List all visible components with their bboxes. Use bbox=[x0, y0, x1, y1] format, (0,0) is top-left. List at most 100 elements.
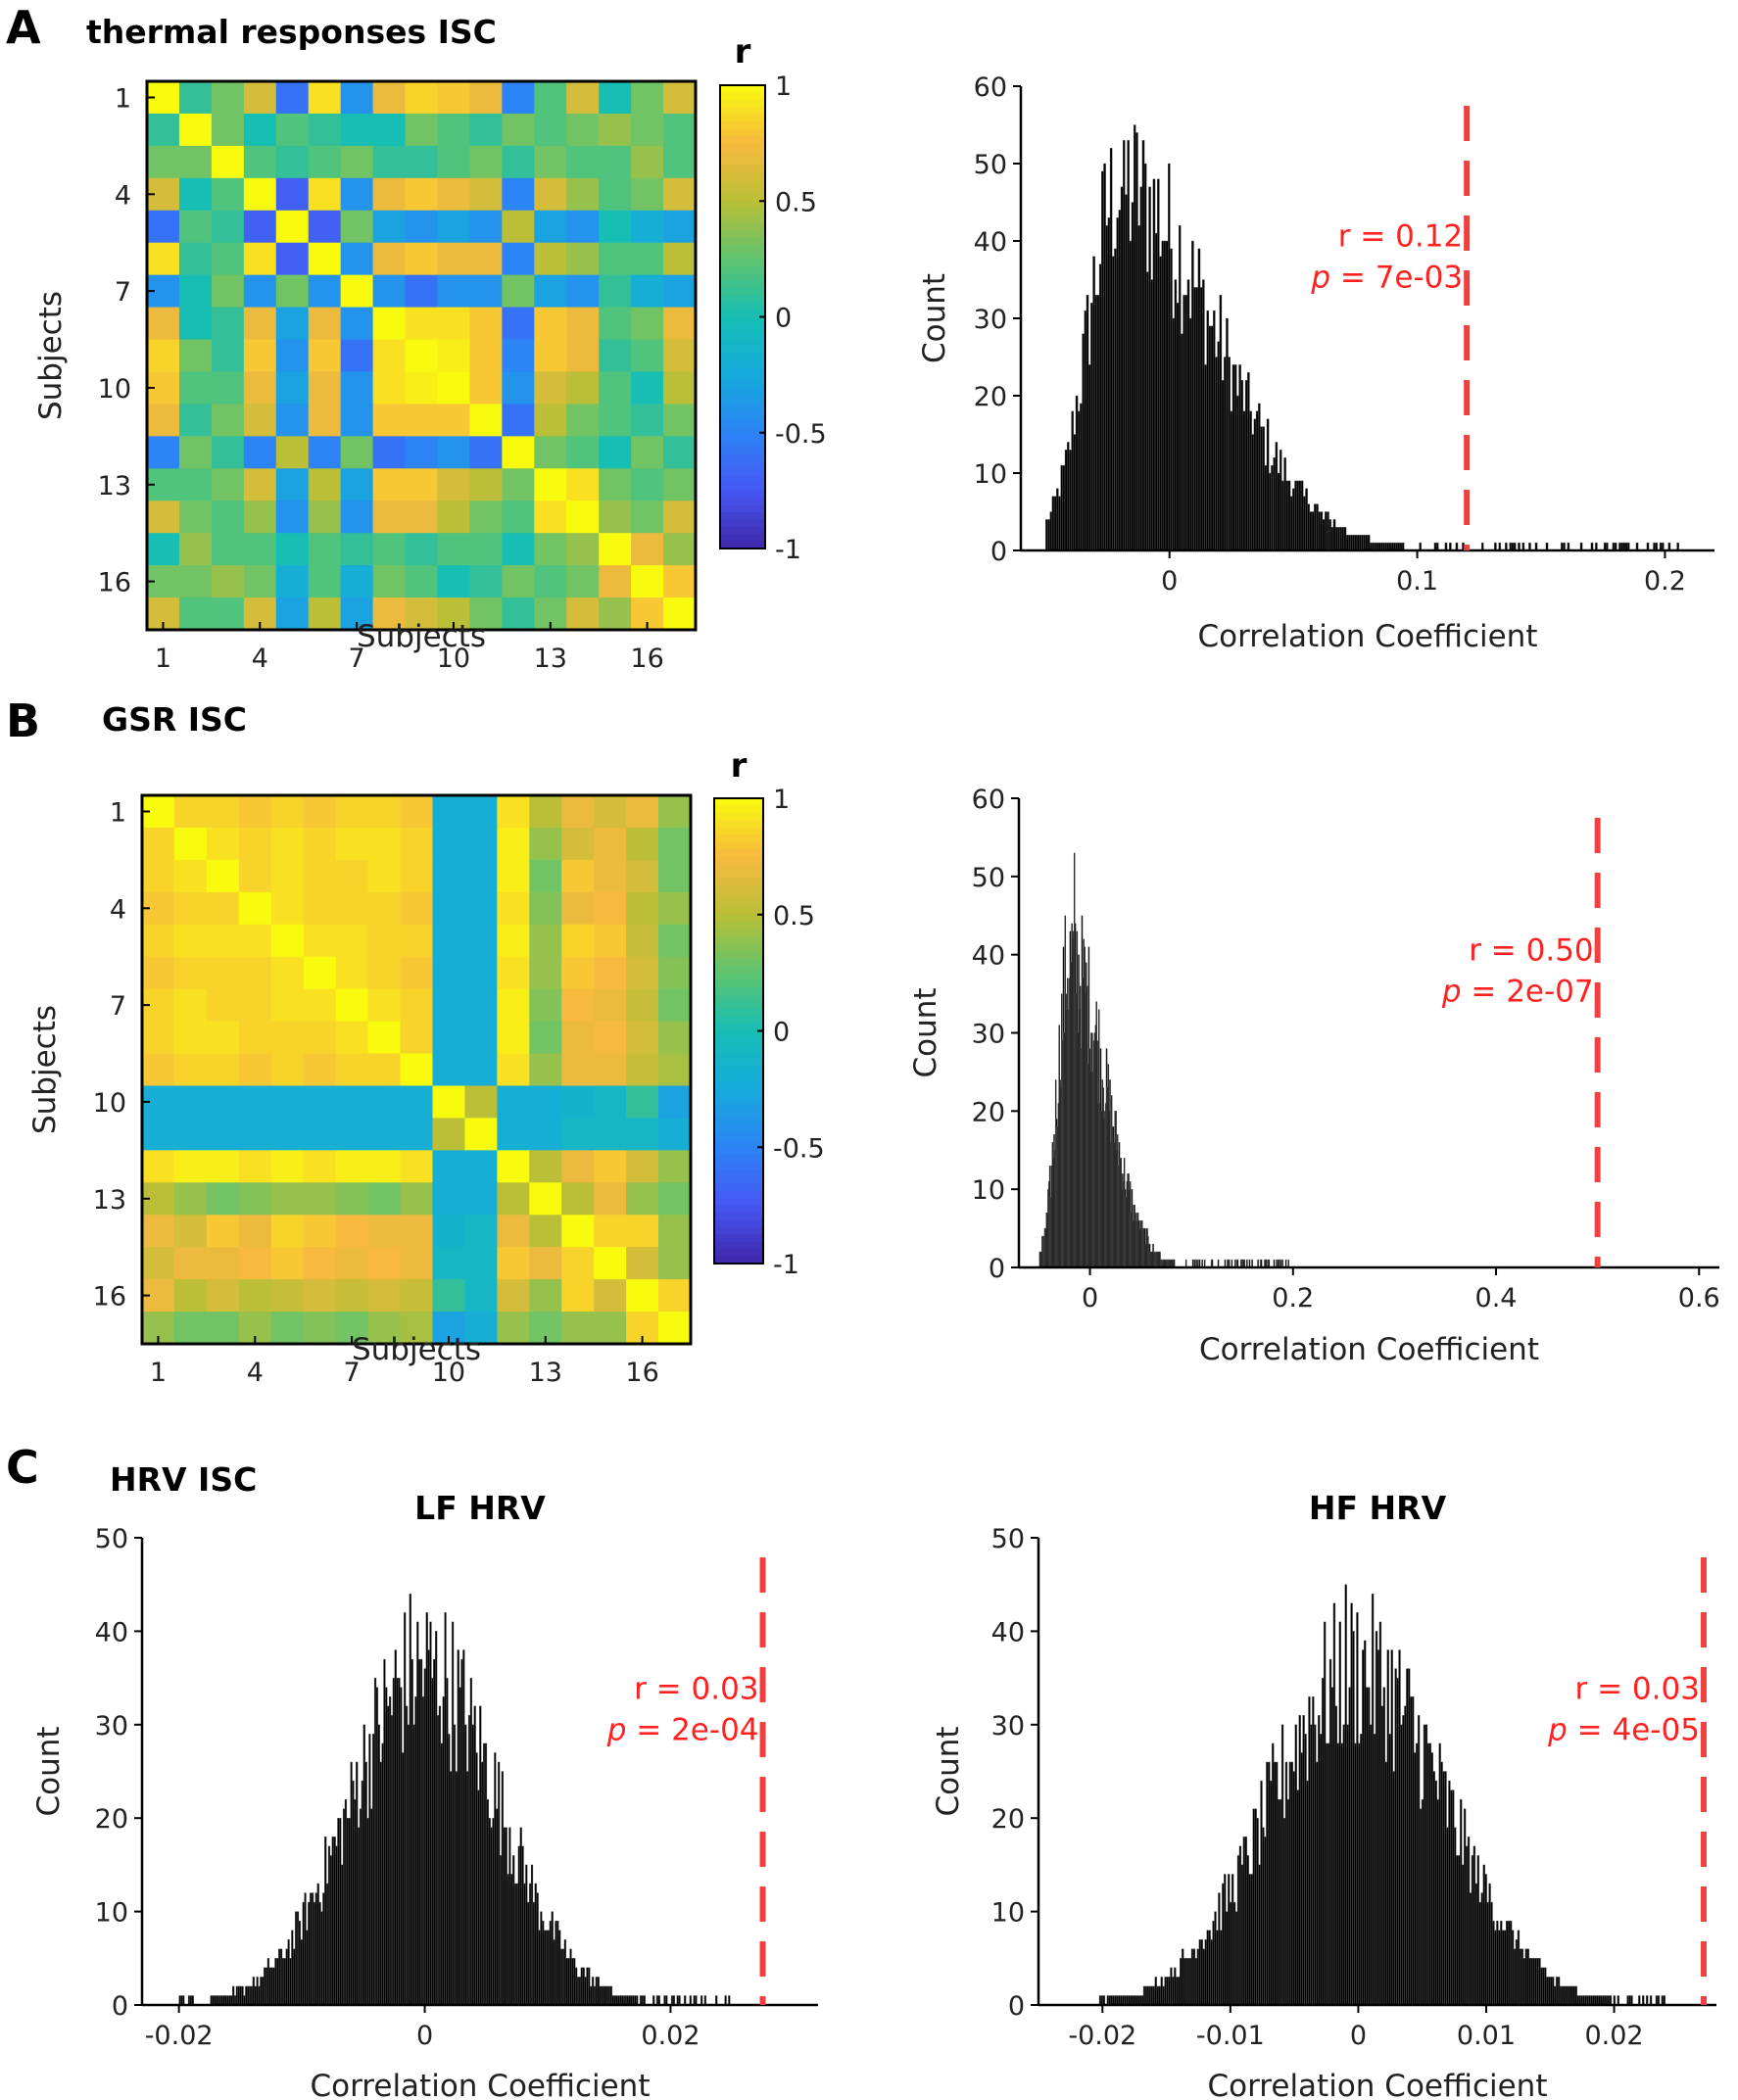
histogram-bar bbox=[639, 1995, 643, 2006]
heatmap-cell bbox=[502, 242, 535, 276]
heatmap-cell bbox=[211, 436, 245, 469]
y-tick-label: 16 bbox=[93, 1282, 126, 1312]
heatmap-cell bbox=[303, 1118, 337, 1151]
histogram-bar bbox=[1649, 1995, 1653, 2006]
histogram-bar bbox=[1096, 295, 1100, 551]
heatmap-cell bbox=[206, 1118, 240, 1151]
heatmap-cell bbox=[594, 827, 627, 861]
histogram-bar bbox=[304, 1892, 307, 2006]
histogram-bar bbox=[1277, 1798, 1280, 2006]
colorbar-step bbox=[720, 85, 765, 93]
heatmap-cell bbox=[566, 533, 600, 566]
histogram-bar bbox=[1128, 1995, 1131, 2006]
heatmap-cell bbox=[206, 956, 240, 990]
histogram-bar bbox=[178, 1995, 181, 2006]
heatmap-cell bbox=[464, 956, 498, 990]
histogram-bar bbox=[621, 1995, 624, 2006]
heatmap-cell bbox=[594, 891, 627, 926]
heatmap-cell bbox=[663, 565, 697, 598]
heatmap-cell bbox=[561, 1085, 595, 1120]
x-tick-label: 13 bbox=[529, 1358, 562, 1388]
histogram-bar bbox=[224, 1995, 227, 2006]
histogram-bar bbox=[1327, 511, 1329, 551]
colorbar-step bbox=[720, 107, 765, 116]
heatmap-cell bbox=[566, 307, 600, 341]
heatmap-cell bbox=[663, 113, 697, 147]
heatmap-cell bbox=[400, 1215, 434, 1248]
heatmap-cell bbox=[405, 533, 439, 566]
histogram-bar bbox=[1098, 263, 1102, 551]
heatmap-cell bbox=[275, 307, 310, 341]
panel-label-a: A bbox=[6, 1, 41, 54]
colorbar-step bbox=[714, 885, 763, 894]
heatmap-cell bbox=[497, 827, 530, 861]
heatmap-cell bbox=[335, 924, 369, 958]
histogram-bar bbox=[1135, 1995, 1138, 2006]
histogram-bar bbox=[540, 1911, 543, 2006]
heatmap-cell bbox=[599, 371, 632, 406]
heatmap-cell bbox=[340, 436, 374, 469]
heatmap-cell bbox=[211, 177, 245, 212]
heatmap-cell bbox=[308, 307, 342, 341]
x-tick-label: 0 bbox=[1161, 566, 1178, 597]
histogram-bar bbox=[1106, 1995, 1110, 2006]
histogram-bar bbox=[1247, 372, 1250, 551]
x-tick-label: 10 bbox=[432, 1358, 465, 1388]
colorbar-step bbox=[720, 483, 765, 492]
colorbar-step bbox=[720, 150, 765, 159]
heatmap-cell bbox=[432, 1118, 466, 1151]
colorbar-step bbox=[720, 310, 765, 318]
histogram-bar bbox=[582, 1967, 585, 2006]
colorbar-step bbox=[720, 237, 765, 246]
x-tick-label: -0.02 bbox=[145, 2021, 214, 2051]
histogram-bar bbox=[1613, 1995, 1617, 2006]
heatmap-cell bbox=[270, 1053, 305, 1087]
histogram-bar bbox=[517, 1845, 520, 2006]
heatmap-cell bbox=[400, 795, 434, 829]
colorbar-step bbox=[720, 374, 765, 383]
histogram-bar bbox=[1268, 472, 1272, 551]
histogram-bar bbox=[1419, 1808, 1423, 2006]
heatmap-cell bbox=[405, 371, 439, 406]
histogram-bars bbox=[1045, 124, 1679, 551]
heatmap-cell bbox=[211, 81, 245, 115]
histogram-bar bbox=[479, 1705, 482, 2006]
heatmap-cell bbox=[566, 371, 600, 406]
colorbar-step bbox=[714, 841, 763, 850]
histogram-bar bbox=[1244, 380, 1248, 551]
histogram-bar bbox=[1172, 317, 1175, 551]
histogram-bar bbox=[300, 1939, 303, 2006]
histogram-bar bbox=[359, 1808, 362, 2006]
histogram-bar bbox=[1066, 442, 1070, 551]
histogram-bar bbox=[1366, 1687, 1369, 2006]
heatmap-cell bbox=[529, 795, 562, 829]
colorbar-step bbox=[720, 193, 765, 202]
histogram-bar bbox=[1454, 1827, 1457, 2006]
histogram-bar bbox=[1283, 457, 1286, 551]
histogram-bar bbox=[1515, 1939, 1519, 2006]
histogram-bar bbox=[1440, 1761, 1443, 2006]
histogram-bar bbox=[1087, 364, 1091, 551]
y-tick-label: 20 bbox=[991, 1804, 1025, 1835]
heatmap-cell bbox=[243, 242, 277, 276]
histogram-bar bbox=[632, 1995, 635, 2006]
histogram-bar bbox=[1474, 1883, 1478, 2006]
histogram-bar bbox=[1296, 480, 1300, 551]
histogram-bar bbox=[1196, 1948, 1200, 2006]
y-tick-label: 0 bbox=[1008, 1991, 1025, 2022]
histogram-bar bbox=[1450, 1790, 1453, 2006]
heatmap-cell bbox=[594, 1021, 627, 1055]
colorbar-step bbox=[714, 994, 763, 1003]
histogram-bar bbox=[316, 1883, 319, 2006]
histogram-bar bbox=[1142, 1985, 1146, 2006]
histogram-bar bbox=[1047, 519, 1050, 551]
colorbar-step bbox=[714, 922, 763, 931]
histogram-bar bbox=[715, 1995, 718, 2006]
histogram-bar bbox=[1428, 1742, 1432, 2006]
y-tick-label: 1 bbox=[115, 83, 131, 114]
histogram-bar bbox=[1077, 410, 1081, 551]
heatmap-cell bbox=[173, 1021, 208, 1055]
histogram-bar bbox=[1415, 1742, 1419, 2006]
heatmap-cell bbox=[658, 827, 692, 861]
histogram-bar bbox=[392, 1677, 396, 2006]
